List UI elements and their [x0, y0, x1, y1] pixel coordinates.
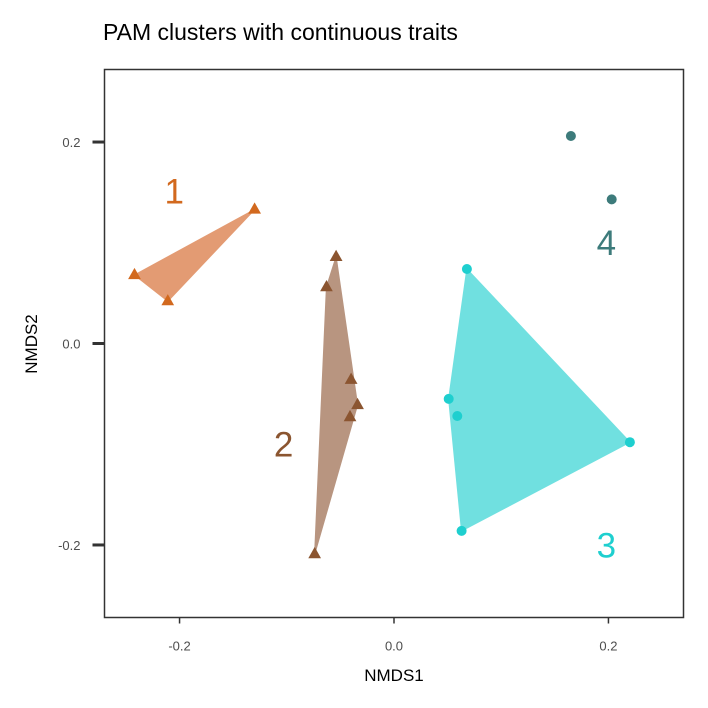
cluster-2-point: [308, 546, 321, 559]
cluster-4-point: [565, 131, 576, 141]
y-tick-label: 0.2: [62, 135, 80, 150]
cluster-2-hull: [314, 256, 359, 555]
cluster-2-point: [344, 372, 358, 384]
hull-layer: [133, 208, 631, 555]
cluster-3-point: [443, 393, 454, 404]
cluster-1-point: [248, 202, 261, 214]
y-axis: -0.2 0.0 0.2: [58, 135, 105, 553]
cluster-1-point: [128, 267, 141, 280]
x-axis: -0.2 0.0 0.2: [168, 617, 617, 654]
cluster-label-layer: 1 2 3 4: [164, 173, 616, 566]
cluster-2-point: [320, 280, 333, 292]
cluster-3-point: [624, 437, 635, 448]
cluster-3-point: [456, 525, 467, 536]
cluster-3-hull: [448, 268, 631, 532]
y-axis-title: NMDS2: [22, 314, 41, 374]
cluster-2-point: [351, 397, 364, 410]
x-axis-title: NMDS1: [364, 666, 424, 685]
y-tick-label: 0.0: [62, 337, 80, 352]
cluster-2-point: [329, 249, 343, 261]
chart-title: PAM clusters with continuous traits: [103, 19, 458, 45]
cluster-2-label: 2: [274, 426, 293, 465]
x-tick-label: 0.2: [599, 639, 617, 654]
cluster-3-label: 3: [597, 526, 616, 565]
cluster-1-hull: [133, 208, 256, 302]
x-tick-label: -0.2: [168, 639, 190, 654]
cluster-3-point: [452, 411, 463, 421]
cluster-1-point: [161, 294, 175, 306]
cluster-4-point: [606, 194, 617, 205]
cluster-2-point: [343, 409, 357, 422]
y-tick-label: -0.2: [58, 538, 80, 553]
cluster-1-label: 1: [164, 173, 183, 212]
x-tick-label: 0.0: [385, 639, 403, 654]
cluster-3-point: [461, 264, 472, 274]
point-layer: [128, 131, 635, 559]
cluster-4-label: 4: [597, 224, 616, 263]
